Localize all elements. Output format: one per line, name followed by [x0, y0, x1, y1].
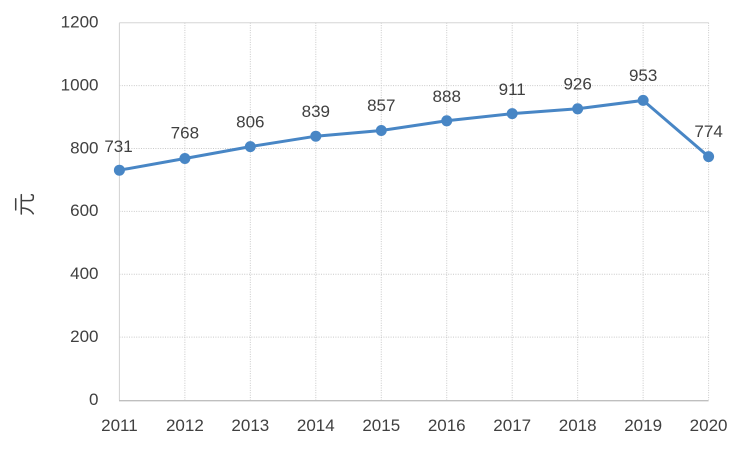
svg-text:2018: 2018: [559, 416, 597, 435]
svg-text:2011: 2011: [101, 416, 138, 435]
svg-text:2016: 2016: [428, 416, 466, 435]
svg-text:2013: 2013: [231, 416, 269, 435]
svg-text:2015: 2015: [362, 416, 400, 435]
svg-text:774: 774: [694, 122, 722, 141]
svg-text:806: 806: [236, 112, 264, 131]
svg-text:2020: 2020: [690, 416, 728, 435]
svg-text:953: 953: [629, 66, 657, 85]
svg-text:1000: 1000: [61, 75, 99, 94]
svg-text:600: 600: [70, 201, 98, 220]
svg-text:2019: 2019: [624, 416, 662, 435]
svg-text:1200: 1200: [61, 13, 99, 32]
svg-text:2014: 2014: [297, 416, 335, 435]
svg-text:800: 800: [70, 138, 98, 157]
svg-text:0: 0: [89, 390, 98, 409]
svg-text:768: 768: [171, 124, 199, 143]
svg-text:2012: 2012: [166, 416, 204, 435]
svg-text:911: 911: [499, 80, 526, 99]
svg-text:857: 857: [367, 96, 395, 115]
svg-text:2017: 2017: [493, 416, 531, 435]
svg-text:888: 888: [433, 87, 461, 106]
svg-text:839: 839: [302, 102, 330, 121]
svg-text:926: 926: [563, 75, 591, 94]
svg-text:731: 731: [104, 137, 132, 156]
svg-text:200: 200: [70, 327, 98, 346]
svg-text:400: 400: [70, 264, 98, 283]
